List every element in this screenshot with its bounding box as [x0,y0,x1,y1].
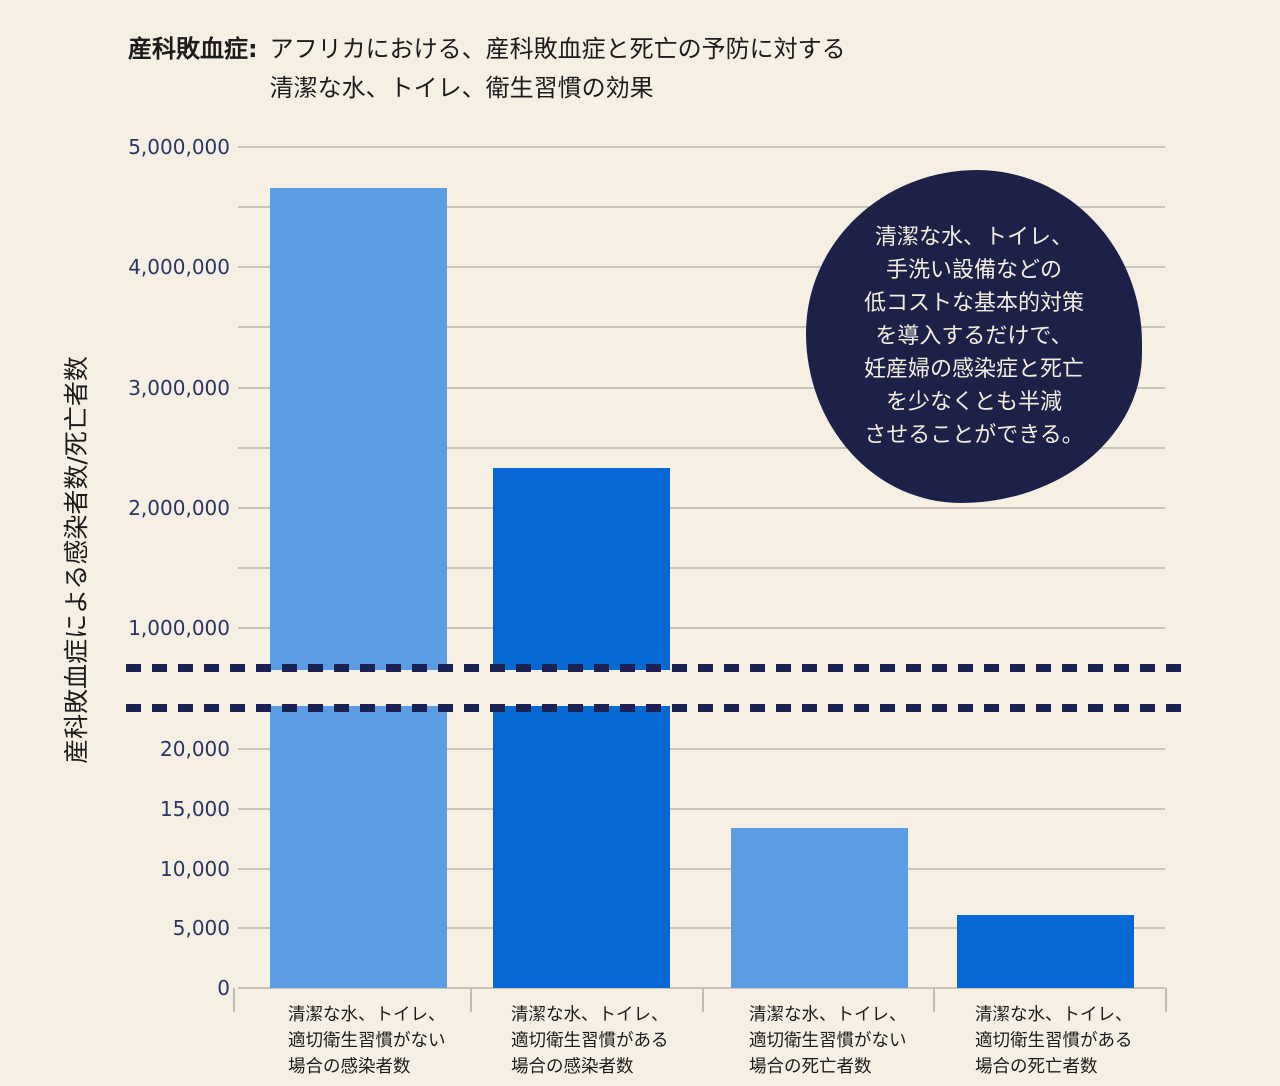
y-tick-label-lower: 5,000 [172,916,230,941]
axis-break-dash-line [126,664,1192,672]
axis-break-dash-line [126,704,1192,712]
annotation-text: 清潔な水、トイレ、 手洗い設備などの 低コストな基本的対策 を導入するだけで、 … [863,225,1084,448]
chart-title: 産科敗血症: アフリカにおける、産科敗血症と死亡の予防に対する 清潔な水、トイレ… [128,30,846,108]
x-axis-tick [233,988,235,1012]
chart-title-keyword: 産科敗血症: [128,35,258,63]
x-axis-tick [1165,988,1167,1012]
x-category-label: 清潔な水、トイレ、 適切衛生習慣がない 場合の感染者数 [288,1005,446,1077]
upper-gridline [238,446,1165,449]
x-axis-tick [933,988,935,1012]
x-axis-tick [470,988,472,1012]
annotation-bubble: 清潔な水、トイレ、 手洗い設備などの 低コストな基本的対策 を導入するだけで、 … [806,170,1142,503]
upper-gridline [238,566,1165,569]
upper-gridline [238,326,1165,329]
upper-gridline [238,506,1165,509]
x-category-label: 清潔な水、トイレ、 適切衛生習慣がある 場合の死亡者数 [975,1005,1133,1077]
y-tick-label-lower: 10,000 [160,856,230,881]
chart-title-text: アフリカにおける、産科敗血症と死亡の予防に対する 清潔な水、トイレ、衛生習慣の効… [269,35,846,102]
y-tick-label-upper: 5,000,000 [128,135,230,159]
bar-upper-segment [493,468,670,670]
upper-gridline [238,146,1165,148]
y-tick-label-upper: 3,000,000 [128,375,230,400]
bar-lower-segment [493,706,670,988]
lower-gridline [238,987,1165,989]
y-tick-label-lower: 15,000 [160,796,230,821]
bar [957,915,1134,988]
y-tick-label-upper: 1,000,000 [128,616,230,640]
bar [731,827,908,988]
upper-gridline [238,386,1165,389]
y-tick-label-lower: 0 [217,976,230,1000]
y-tick-label-upper: 4,000,000 [128,255,230,280]
x-category-label: 清潔な水、トイレ、 適切衛生習慣がある 場合の感染者数 [511,1005,669,1077]
upper-gridline [238,627,1165,629]
upper-gridline [238,266,1165,269]
bar-upper-segment [270,187,447,670]
y-tick-label-upper: 2,000,000 [128,495,230,520]
lower-gridline [238,927,1165,930]
lower-gridline [238,807,1165,810]
lower-gridline [238,867,1165,870]
y-axis-label: 産科敗血症による感染者数/死亡者数 [62,356,91,764]
upper-gridline [238,206,1165,209]
x-category-label: 清潔な水、トイレ、 適切衛生習慣がない 場合の死亡者数 [749,1005,907,1077]
bar-lower-segment [270,706,447,988]
x-axis-tick [702,988,704,1012]
lower-gridline [238,748,1165,750]
y-tick-label-lower: 20,000 [160,737,230,761]
